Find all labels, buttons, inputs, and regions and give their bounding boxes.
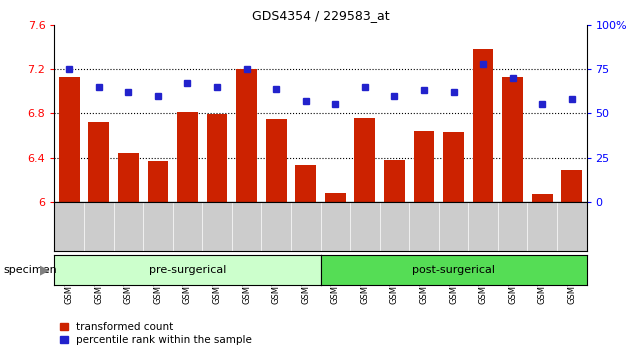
- Bar: [562, 170, 582, 202]
- Bar: [354, 118, 375, 202]
- Bar: [206, 114, 228, 202]
- Text: ▶: ▶: [40, 263, 50, 276]
- Text: specimen: specimen: [3, 265, 57, 275]
- Bar: [266, 119, 287, 202]
- Bar: [147, 161, 169, 202]
- Bar: [59, 77, 79, 202]
- Legend: transformed count, percentile rank within the sample: transformed count, percentile rank withi…: [60, 322, 253, 345]
- Text: pre-surgerical: pre-surgerical: [149, 265, 226, 275]
- Bar: [384, 160, 404, 202]
- Text: post-surgerical: post-surgerical: [412, 265, 495, 275]
- Bar: [118, 153, 138, 202]
- Bar: [443, 132, 464, 202]
- Bar: [503, 77, 523, 202]
- Bar: [88, 122, 109, 202]
- Bar: [237, 69, 257, 202]
- Bar: [413, 131, 435, 202]
- Bar: [325, 193, 345, 202]
- Bar: [532, 194, 553, 202]
- Title: GDS4354 / 229583_at: GDS4354 / 229583_at: [252, 9, 389, 22]
- Bar: [177, 112, 198, 202]
- Bar: [472, 49, 494, 202]
- Bar: [296, 165, 316, 202]
